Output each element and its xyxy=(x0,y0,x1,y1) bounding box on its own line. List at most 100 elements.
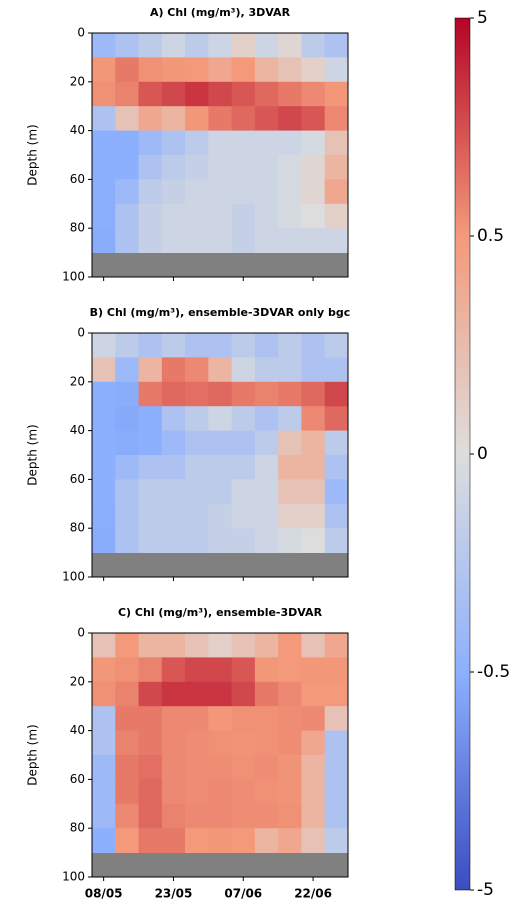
y-tick-label: 40 xyxy=(70,423,85,437)
heatmap-cell xyxy=(231,681,256,707)
heatmap-cell xyxy=(278,203,302,229)
heatmap-cell xyxy=(115,228,139,253)
heatmap-cell xyxy=(208,203,233,229)
heatmap-cell xyxy=(185,203,209,229)
y-axis-label: Depth (m) xyxy=(26,724,40,785)
heatmap-cell xyxy=(254,381,279,407)
heatmap-cell xyxy=(301,33,326,58)
heatmap-cell xyxy=(278,430,302,456)
heatmap-cell xyxy=(115,730,139,756)
x-tick-label: 22/06 xyxy=(294,887,332,901)
heatmap-cell xyxy=(324,503,349,529)
heatmap-cell xyxy=(115,106,139,131)
heatmap-cell xyxy=(324,203,349,229)
heatmap-cell xyxy=(115,828,139,853)
heatmap-cell xyxy=(301,706,326,731)
heatmap-cell xyxy=(324,155,349,180)
y-tick-label: 40 xyxy=(70,723,85,737)
y-tick-label: 60 xyxy=(70,772,85,786)
heatmap-cell xyxy=(161,755,186,780)
heatmap-cell xyxy=(138,81,163,107)
heatmap-cell xyxy=(231,333,256,358)
heatmap-cell xyxy=(92,681,116,707)
heatmap-cell xyxy=(115,681,139,707)
heatmap-cell xyxy=(92,333,116,358)
panel-title: B) Chl (mg/m³), ensemble-3DVAR only bgc xyxy=(90,306,351,319)
heatmap-cell xyxy=(324,57,349,83)
y-tick-label: 100 xyxy=(62,270,85,284)
heatmap-cell xyxy=(278,228,302,253)
heatmap-cell xyxy=(161,203,186,229)
axes-frame xyxy=(91,632,349,878)
heatmap-cell xyxy=(254,155,279,180)
heatmap-cell xyxy=(208,33,233,58)
heatmap-cell xyxy=(301,803,326,829)
heatmap-cell xyxy=(208,503,233,529)
heatmap-cell xyxy=(161,106,186,131)
heatmap-cell xyxy=(208,779,233,805)
heatmap-cell xyxy=(138,57,163,83)
heatmap-cell xyxy=(138,657,163,683)
heatmap-cell xyxy=(138,455,163,480)
heatmap-cell xyxy=(324,228,349,253)
heatmap-cell xyxy=(278,681,302,707)
heatmap-cell xyxy=(92,33,116,58)
heatmap-cell xyxy=(324,803,349,829)
heatmap-cell xyxy=(231,130,256,156)
heatmap-cell xyxy=(138,130,163,156)
heatmap-cell xyxy=(92,479,116,505)
heatmap-cell xyxy=(185,430,209,456)
heatmap-cell xyxy=(115,406,139,431)
heatmap-cell xyxy=(231,803,256,829)
heatmap-cell xyxy=(301,455,326,480)
heatmap-cell xyxy=(324,179,349,205)
heatmap-cell xyxy=(254,828,279,853)
heatmap-cell xyxy=(324,381,349,407)
axes-frame xyxy=(91,32,349,278)
heatmap-cell xyxy=(254,203,279,229)
heatmap-cell xyxy=(324,33,349,58)
y-tick-label: 20 xyxy=(70,674,85,688)
heatmap-cell xyxy=(208,333,233,358)
heatmap-cell xyxy=(92,633,116,658)
y-tick-label: 60 xyxy=(70,172,85,186)
heatmap-cell xyxy=(278,33,302,58)
y-tick-label: 100 xyxy=(62,570,85,584)
colorbar xyxy=(454,17,471,891)
heatmap-cell xyxy=(324,779,349,805)
heatmap-cell xyxy=(161,57,186,83)
heatmap-cell xyxy=(324,406,349,431)
y-tick-label: 20 xyxy=(70,374,85,388)
heatmap-cell xyxy=(254,657,279,683)
heatmap-cell xyxy=(301,406,326,431)
heatmap-cell xyxy=(208,57,233,83)
heatmap-cell xyxy=(278,333,302,358)
y-tick-label: 40 xyxy=(70,123,85,137)
heatmap-cell xyxy=(138,528,163,553)
heatmap-cell xyxy=(324,681,349,707)
heatmap-cell xyxy=(254,333,279,358)
heatmap-cell xyxy=(231,828,256,853)
heatmap-cell xyxy=(278,657,302,683)
y-tick-label: 100 xyxy=(62,870,85,884)
heatmap-cell xyxy=(278,479,302,505)
heatmap-cell xyxy=(138,106,163,131)
heatmap-cell xyxy=(231,633,256,658)
heatmap-cell xyxy=(161,155,186,180)
heatmap-cell xyxy=(92,730,116,756)
heatmap-cell xyxy=(254,633,279,658)
heatmap-cell xyxy=(231,155,256,180)
heatmap-cell xyxy=(115,455,139,480)
heatmap-cell xyxy=(301,779,326,805)
heatmap-cell xyxy=(92,706,116,731)
heatmap-cell xyxy=(185,455,209,480)
heatmap-cell xyxy=(185,81,209,107)
heatmap-cell xyxy=(278,528,302,553)
heatmap-cell xyxy=(161,657,186,683)
heatmap-cell xyxy=(208,155,233,180)
heatmap-cell xyxy=(278,130,302,156)
heatmap-cell xyxy=(115,81,139,107)
heatmap-cell xyxy=(278,503,302,529)
heatmap-cell xyxy=(254,130,279,156)
